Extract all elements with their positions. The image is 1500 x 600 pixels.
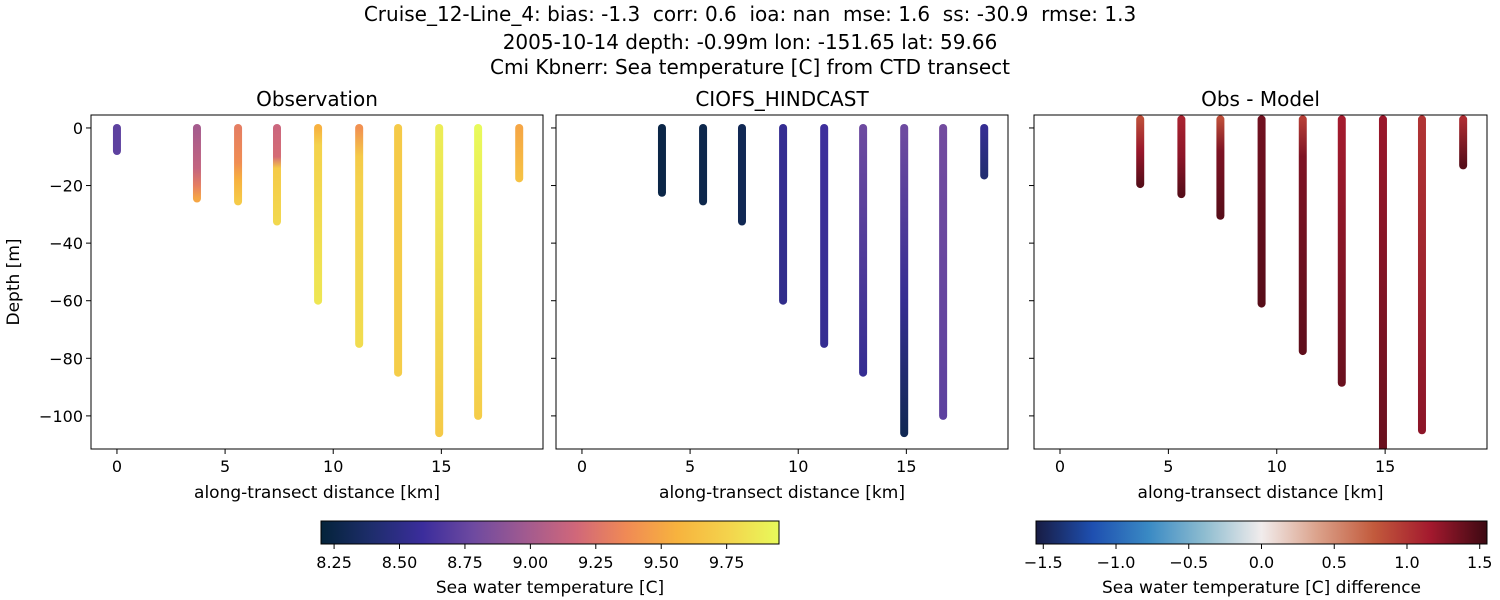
figure-title-line-2: 2005-10-14 depth: -0.99m lon: -151.65 la… — [502, 30, 998, 54]
colorbar-tick-label: 9.75 — [709, 553, 745, 572]
colorbar-tick-label: 0.5 — [1322, 553, 1347, 572]
profile-markers — [657, 123, 989, 438]
x-tick-label: 5 — [685, 457, 695, 476]
x-tick-label: 10 — [1267, 457, 1287, 476]
colorbar-tick-label: 9.50 — [643, 553, 679, 572]
colorbar-tick-label: 9.25 — [578, 553, 614, 572]
x-tick-label: 10 — [323, 457, 343, 476]
y-tick-label: −100 — [39, 407, 83, 426]
profile-markers — [1136, 115, 1468, 449]
y-tick-label: 0 — [73, 119, 83, 138]
panel-2: 0 5 10 15 CIOFS_HINDCAST along-transect dista… — [551, 87, 1009, 503]
figure-title-line-3: Cmi Kbnerr: Sea temperature [C] from CTD… — [490, 55, 1010, 79]
x-tick-label: 0 — [577, 457, 587, 476]
y-tick-label: −20 — [49, 177, 83, 196]
colorbar-tick-label: 9.00 — [513, 553, 549, 572]
colorbar-label: Sea water temperature [C] difference — [1102, 578, 1421, 598]
colorbar-tick-label: −1.5 — [1024, 553, 1063, 572]
colorbar-tick-label: −1.0 — [1097, 553, 1136, 572]
y-tick-label: −60 — [49, 292, 83, 311]
x-axis-label: along-transect distance [km] — [1138, 483, 1384, 503]
panel-title: CIOFS_HINDCAST — [695, 87, 869, 111]
x-tick-label: 15 — [1375, 457, 1395, 476]
x-tick-label: 15 — [896, 457, 916, 476]
colorbar-gradient — [1035, 520, 1488, 545]
panel-title: Observation — [256, 87, 378, 111]
panel-3: 0 5 10 15 Obs - Model along-transect distance… — [1029, 87, 1488, 503]
colorbar-2: −1.5 −1.0 −0.5 0.0 0.5 1.0 1.5 Sea water temper… — [1024, 520, 1492, 598]
colorbar-tick-label: 8.50 — [382, 553, 418, 572]
profile-markers — [112, 123, 524, 438]
x-tick-label: 0 — [1055, 457, 1065, 476]
colorbar-tick-label: 1.5 — [1467, 553, 1492, 572]
y-axis-label: Depth [m] — [4, 238, 24, 325]
x-tick-label: 5 — [1163, 457, 1173, 476]
colorbar-tick-label: −0.5 — [1169, 553, 1208, 572]
axes-frame — [1033, 114, 1488, 450]
y-tick-label: −80 — [49, 349, 83, 368]
x-tick-label: 5 — [220, 457, 230, 476]
panel-1: 0 5 10 15 0 −20 −40 −60 −80 −100 Observation along-… — [4, 87, 544, 503]
colorbar-tick-label: 8.25 — [316, 553, 352, 572]
x-axis-label: along-transect distance [km] — [194, 483, 440, 503]
figure-title-line-1: Cruise_12-Line_4: bias: -1.3 corr: 0.6 i… — [363, 2, 1137, 26]
panel-title: Obs - Model — [1201, 87, 1320, 111]
colorbar-tick-label: 0.0 — [1249, 553, 1274, 572]
colorbar-tick-label: 1.0 — [1394, 553, 1419, 572]
y-tick-label: −40 — [49, 234, 83, 253]
x-axis-label: along-transect distance [km] — [659, 483, 905, 503]
x-tick-label: 15 — [431, 457, 451, 476]
x-tick-label: 10 — [788, 457, 808, 476]
colorbar-gradient — [320, 520, 780, 545]
axes-frame — [90, 114, 544, 450]
axes-frame — [555, 114, 1009, 450]
x-tick-label: 0 — [112, 457, 122, 476]
colorbar-1: 8.25 8.50 8.75 9.00 9.25 9.50 9.75 Sea water te… — [316, 520, 780, 598]
colorbar-tick-label: 8.75 — [447, 553, 483, 572]
colorbar-label: Sea water temperature [C] — [436, 578, 664, 598]
